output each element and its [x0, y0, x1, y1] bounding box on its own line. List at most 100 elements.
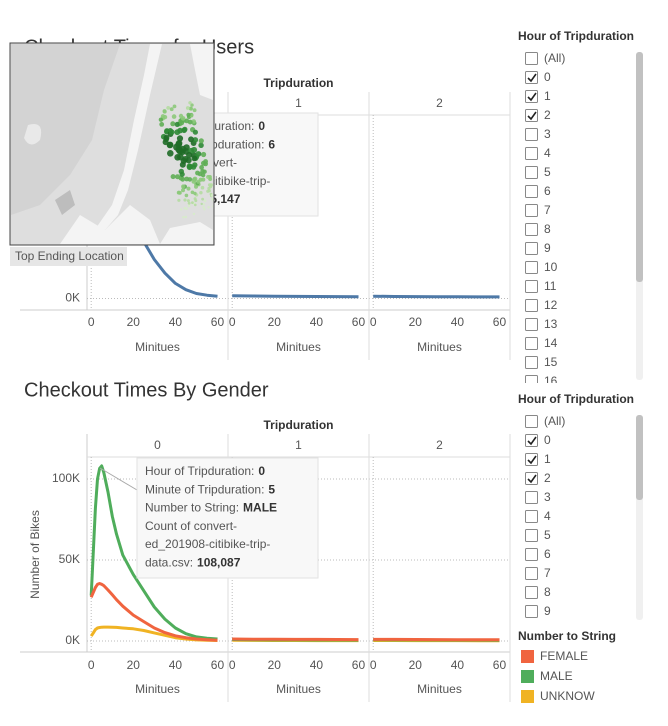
checkbox[interactable]	[525, 261, 538, 274]
x-tick-label: 60	[352, 315, 366, 329]
filter-option[interactable]: (All)	[544, 51, 565, 65]
checkbox[interactable]	[525, 128, 538, 141]
filter-option[interactable]: 5	[544, 528, 551, 542]
checkbox[interactable]	[525, 242, 538, 255]
checkbox[interactable]	[525, 375, 538, 388]
filter-option[interactable]: 7	[544, 203, 551, 217]
filter-option[interactable]: 2	[544, 471, 551, 485]
filter-option[interactable]: 4	[544, 146, 551, 160]
filter-option[interactable]: 7	[544, 566, 551, 580]
panel-label: 0	[154, 438, 161, 452]
filter-option[interactable]: 2	[544, 108, 551, 122]
checkbox[interactable]	[525, 453, 538, 466]
checkbox[interactable]	[525, 605, 538, 618]
filter-option[interactable]: 16	[544, 374, 558, 388]
x-axis-label: Minitues	[135, 682, 180, 696]
checkbox[interactable]	[525, 415, 538, 428]
map-dot	[167, 150, 174, 157]
checkbox[interactable]	[525, 491, 538, 504]
filter-option[interactable]: 13	[544, 317, 558, 331]
filter-option[interactable]: 12	[544, 298, 558, 312]
map-label: Top Ending Location	[15, 249, 124, 263]
x-axis-label: Minitues	[276, 340, 321, 354]
checkbox[interactable]	[525, 90, 538, 103]
checkbox[interactable]	[525, 318, 538, 331]
filter-option[interactable]: 3	[544, 127, 551, 141]
checkbox[interactable]	[525, 529, 538, 542]
map-dot	[208, 175, 212, 179]
checkbox[interactable]	[525, 337, 538, 350]
checkbox[interactable]	[525, 548, 538, 561]
checkbox[interactable]	[525, 52, 538, 65]
filters: Hour of Tripduration(All)012345678910111…	[518, 29, 643, 620]
filter-option[interactable]: 9	[544, 241, 551, 255]
filter-option[interactable]: 15	[544, 355, 558, 369]
map-dot	[183, 144, 190, 151]
checkbox[interactable]	[525, 280, 538, 293]
map-dot	[186, 152, 193, 159]
filter-option[interactable]: 3	[544, 490, 551, 504]
map-dot	[210, 194, 213, 197]
panel-label: 1	[295, 438, 302, 452]
filter-option[interactable]: 0	[544, 433, 551, 447]
checkmark	[527, 92, 537, 102]
filter-option[interactable]: 8	[544, 585, 551, 599]
filter-option[interactable]: 0	[544, 70, 551, 84]
checkmark	[527, 474, 537, 484]
map-dot	[177, 127, 183, 134]
filter-option[interactable]: 8	[544, 222, 551, 236]
checkbox[interactable]	[525, 510, 538, 523]
column-header: Tripduration	[264, 76, 334, 90]
checkbox[interactable]	[525, 586, 538, 599]
filter-option[interactable]: 1	[544, 452, 551, 466]
filter-option[interactable]: 4	[544, 509, 551, 523]
checkbox[interactable]	[525, 472, 538, 485]
checkbox[interactable]	[525, 71, 538, 84]
park	[55, 190, 75, 215]
x-tick-label: 20	[127, 658, 141, 672]
legend-label[interactable]: UNKNOW	[540, 689, 595, 703]
filter-option[interactable]: 9	[544, 604, 551, 618]
checkbox[interactable]	[525, 204, 538, 217]
filter-option[interactable]: 1	[544, 89, 551, 103]
filter-option[interactable]: 6	[544, 184, 551, 198]
legend-label[interactable]: MALE	[540, 669, 573, 683]
map-dot	[188, 106, 193, 111]
checkbox[interactable]	[525, 166, 538, 179]
x-tick-label: 0	[370, 658, 377, 672]
map-dot	[194, 184, 198, 189]
map-dot	[201, 197, 205, 201]
checkbox[interactable]	[525, 109, 538, 122]
map-dot	[175, 174, 180, 180]
checkbox[interactable]	[525, 567, 538, 580]
filter-option[interactable]: 14	[544, 336, 558, 350]
tooltip-line: data.csv: 108,087	[145, 556, 241, 570]
filter-option[interactable]: 5	[544, 165, 551, 179]
chart-title: Checkout Times By Gender	[24, 379, 269, 401]
legend-label[interactable]: FEMALE	[540, 649, 588, 663]
checkbox[interactable]	[525, 147, 538, 160]
map-dot	[200, 168, 205, 174]
map-dot	[192, 129, 198, 135]
filter-option[interactable]: 10	[544, 260, 558, 274]
map-dot	[191, 201, 194, 205]
filter-option[interactable]: (All)	[544, 414, 565, 428]
scrollbar-thumb[interactable]	[636, 52, 643, 282]
scrollbar-thumb[interactable]	[636, 415, 643, 500]
filter-option[interactable]: 6	[544, 547, 551, 561]
map-dot	[171, 114, 177, 119]
tooltip-text: Number to String:	[145, 501, 239, 515]
map-dot	[190, 164, 197, 170]
checkbox[interactable]	[525, 434, 538, 447]
map-dot	[207, 206, 210, 209]
checkbox[interactable]	[525, 185, 538, 198]
checkbox[interactable]	[525, 223, 538, 236]
tooltip-value: 6	[268, 137, 275, 151]
map-dot	[200, 202, 203, 206]
map-dot	[187, 119, 193, 125]
checkbox[interactable]	[525, 356, 538, 369]
filter-option[interactable]: 11	[544, 279, 557, 293]
map-dot	[187, 204, 191, 208]
checkbox[interactable]	[525, 299, 538, 312]
